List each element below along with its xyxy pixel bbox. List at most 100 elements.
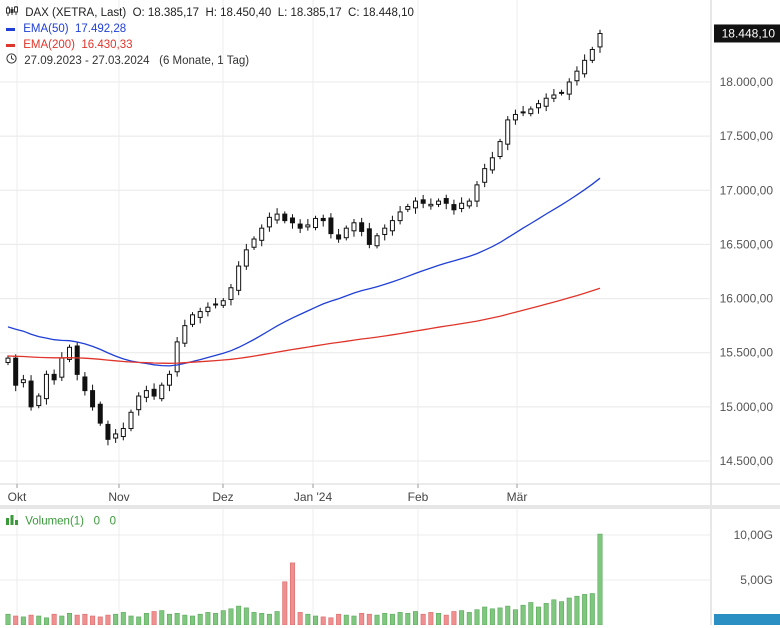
candle-body[interactable] [597, 32, 603, 48]
candle-body[interactable] [497, 141, 503, 158]
candle-body[interactable] [151, 388, 157, 397]
candle-body[interactable] [428, 203, 434, 207]
range-row[interactable]: 27.09.2023 - 27.03.2024 (6 Monate, 1 Tag… [6, 53, 414, 69]
candle-body[interactable] [489, 157, 495, 171]
candle-body[interactable] [382, 227, 388, 235]
volume-bar[interactable] [205, 612, 211, 626]
volume-bar[interactable] [266, 613, 272, 626]
candle-body[interactable] [197, 311, 203, 318]
volume-bar[interactable] [297, 612, 303, 626]
volume-bar[interactable] [336, 613, 342, 626]
volume-bar[interactable] [36, 615, 42, 626]
candle-body[interactable] [74, 345, 80, 375]
volume-bar[interactable] [143, 612, 149, 626]
volume-bar[interactable] [420, 613, 426, 626]
volume-bar[interactable] [90, 615, 96, 626]
candle-body[interactable] [366, 228, 372, 245]
ema200-legend[interactable]: EMA(200) 16.430,33 [6, 37, 414, 53]
candle-body[interactable] [120, 428, 126, 438]
candle-body[interactable] [389, 220, 395, 232]
volume-bar[interactable] [151, 611, 157, 626]
candle-body[interactable] [512, 113, 518, 121]
candle-body[interactable] [520, 111, 526, 114]
candle-body[interactable] [359, 222, 365, 232]
candle-body[interactable] [159, 384, 165, 400]
candle-body[interactable] [412, 200, 418, 209]
volume-bar[interactable] [82, 613, 88, 626]
candle-body[interactable] [551, 94, 557, 99]
volume-bar[interactable] [136, 616, 142, 626]
candle-body[interactable] [28, 380, 34, 408]
volume-bar[interactable] [274, 611, 280, 626]
candle-body[interactable] [459, 202, 465, 209]
candle-body[interactable] [266, 216, 272, 228]
volume-bar[interactable] [520, 604, 526, 626]
volume-bar[interactable] [282, 581, 288, 626]
candle-body[interactable] [351, 222, 357, 232]
volume-bar[interactable] [228, 608, 234, 626]
candle-body[interactable] [97, 403, 103, 424]
candle-body[interactable] [105, 423, 111, 440]
volume-bar[interactable] [489, 608, 495, 626]
candle-body[interactable] [67, 346, 73, 360]
candle-body[interactable] [420, 199, 426, 204]
volume-bar[interactable] [28, 614, 34, 626]
volume-bar[interactable] [128, 615, 134, 626]
volume-bar[interactable] [166, 613, 172, 626]
volume-bar[interactable] [505, 605, 511, 626]
volume-bar[interactable] [436, 612, 442, 626]
candle-body[interactable] [466, 200, 472, 207]
candle-body[interactable] [51, 373, 57, 381]
candle-body[interactable] [474, 184, 480, 202]
candle-body[interactable] [328, 217, 334, 235]
volume-bar[interactable] [589, 593, 595, 626]
candle-body[interactable] [582, 59, 588, 75]
volume-bar[interactable] [528, 602, 534, 626]
candle-body[interactable] [313, 217, 319, 229]
candle-body[interactable] [220, 300, 226, 306]
volume-bar[interactable] [351, 615, 357, 626]
volume-bar[interactable] [159, 610, 165, 626]
volume-bar[interactable] [59, 615, 65, 626]
candle-body[interactable] [274, 213, 280, 221]
candle-body[interactable] [505, 119, 511, 145]
candle-body[interactable] [243, 249, 249, 267]
volume-bar[interactable] [51, 613, 57, 626]
volume-bar[interactable] [243, 607, 249, 626]
panel-divider[interactable] [0, 505, 780, 509]
candle-body[interactable] [482, 168, 488, 183]
volume-bar[interactable] [213, 612, 219, 626]
candle-body[interactable] [13, 357, 19, 386]
volume-bar[interactable] [182, 614, 188, 626]
candle-body[interactable] [5, 357, 11, 363]
candle-body[interactable] [374, 235, 380, 247]
candle-body[interactable] [574, 70, 580, 82]
volume-bar[interactable] [313, 615, 319, 626]
candle-body[interactable] [205, 306, 211, 313]
candle-body[interactable] [20, 379, 26, 384]
candle-body[interactable] [36, 395, 42, 407]
candle-body[interactable] [443, 198, 449, 204]
volume-bar[interactable] [512, 609, 518, 626]
candle-body[interactable] [589, 49, 595, 61]
volume-bar[interactable] [328, 617, 334, 626]
volume-bar[interactable] [412, 611, 418, 626]
volume-bar[interactable] [220, 610, 226, 626]
candle-body[interactable] [305, 224, 311, 228]
candle-body[interactable] [405, 206, 411, 210]
volume-bar[interactable] [190, 615, 196, 626]
volume-bar[interactable] [597, 533, 603, 626]
candle-body[interactable] [128, 411, 134, 430]
ema50-line[interactable] [7, 177, 601, 367]
volume-bar[interactable] [451, 611, 457, 626]
volume-bar[interactable] [197, 613, 203, 626]
volume-bar[interactable] [459, 610, 465, 626]
candle-body[interactable] [113, 433, 119, 439]
candle-body[interactable] [543, 97, 549, 107]
candle-body[interactable] [528, 108, 534, 115]
volume-bar[interactable] [551, 599, 557, 626]
candle-body[interactable] [451, 204, 457, 211]
volume-bar[interactable] [5, 613, 11, 626]
volume-bar[interactable] [13, 615, 19, 626]
